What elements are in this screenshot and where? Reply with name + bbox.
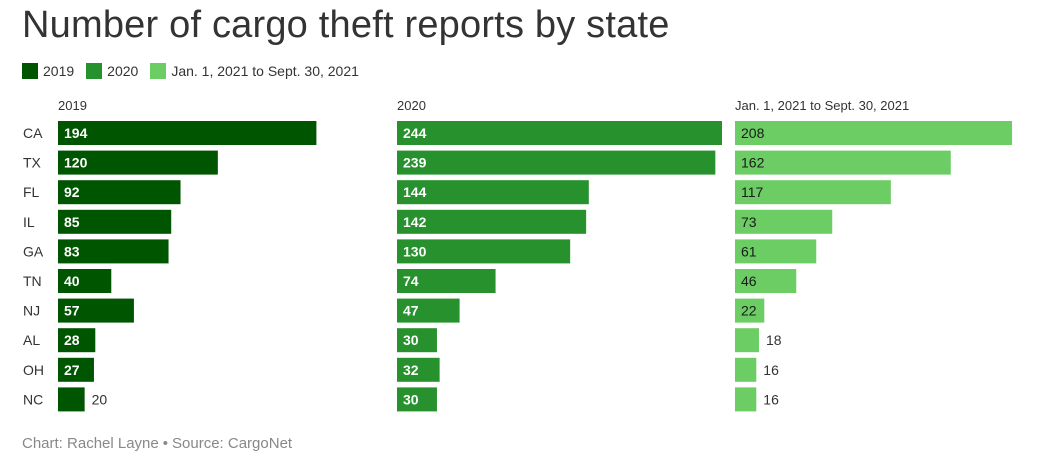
series-1-bar-oh (58, 357, 94, 382)
source-name: Source: CargoNet (172, 435, 293, 452)
source-credit: Chart: Rachel Layne (22, 435, 159, 452)
category-label-al: AL (23, 332, 40, 348)
series-3-value-label-nj: 22 (741, 303, 757, 319)
series-3-bar-tx (735, 150, 951, 175)
series-1-bar-ca (58, 121, 317, 145)
series-3-value-label-il: 73 (741, 214, 757, 230)
legend-label-2021: Jan. 1, 2021 to Sept. 30, 2021 (171, 63, 359, 79)
series-1-value-label-ga: 83 (64, 243, 80, 259)
chart-title: Number of cargo theft reports by state (22, 4, 670, 46)
series-2-value-label-tx: 239 (403, 155, 427, 171)
series-2-bar-ca (397, 121, 722, 145)
series-1-value-label-ca: 194 (64, 125, 88, 141)
series-3-bar-ga (735, 239, 817, 264)
series-1-bar-il (58, 209, 172, 234)
series-1-bar-al (58, 328, 96, 353)
legend-label-2019: 2019 (43, 63, 75, 79)
series-3-bar-al (735, 328, 759, 353)
category-label-fl: FL (23, 184, 40, 200)
series-1-value-label-fl: 92 (64, 184, 80, 200)
legend-swatch-2019 (22, 63, 38, 79)
series-3-bar-fl (735, 180, 891, 205)
series-1-bar-nj (58, 298, 134, 323)
series-3-value-label-fl: 117 (741, 184, 764, 200)
legend: 2019 2020 Jan. 1, 2021 to Sept. 30, 2021 (22, 62, 371, 80)
series-3-bar-tn (735, 269, 797, 293)
series-2-bar-nc (397, 387, 437, 412)
series-2-value-label-oh: 32 (403, 362, 419, 378)
category-label-tn: TN (23, 273, 42, 289)
bar-chart: CA TX FL IL GA TN NJ AL OH NC 2019 194 120 92 85 83 40 57… (23, 98, 1013, 412)
legend-item-2021: Jan. 1, 2021 to Sept. 30, 2021 (150, 63, 359, 79)
legend-swatch-2020 (86, 63, 103, 79)
series-1-header: 2019 (58, 98, 87, 113)
series-2-value-label-il: 142 (403, 214, 427, 230)
legend-swatch-2021 (150, 63, 167, 79)
series-1-bar-tx (58, 150, 218, 175)
category-label-oh: OH (23, 362, 44, 378)
series-2-bar-al (397, 328, 437, 353)
category-label-ca: CA (23, 125, 43, 141)
series-2-bar-il (397, 209, 587, 234)
series-1-value-label-oh: 27 (64, 362, 80, 378)
series-2-bar-fl (397, 180, 589, 205)
series-3-value-label-tx: 162 (741, 155, 765, 171)
series-2-bar-tn (397, 269, 496, 293)
series-1-value-label-al: 28 (64, 332, 80, 348)
category-label-nj: NJ (23, 303, 40, 319)
chart-source: Chart: Rachel Layne • Source: CargoNet (22, 435, 292, 452)
series-1-bar-ga (58, 239, 169, 264)
category-label-tx: TX (23, 155, 42, 171)
series-2-value-label-fl: 144 (403, 184, 427, 200)
series-2-value-label-nj: 47 (403, 303, 419, 319)
series-1-bar-fl (58, 180, 181, 205)
series-2-value-label-ca: 244 (403, 125, 427, 141)
series-1-value-label-nj: 57 (64, 303, 80, 319)
series-3-value-label-al: 18 (766, 332, 782, 348)
series-3-bar-oh (735, 357, 757, 382)
source-separator: • (162, 435, 169, 452)
series-2-bar-oh (397, 357, 440, 382)
series-2-bar-tx (397, 150, 716, 175)
series-3-value-label-nc: 16 (763, 391, 779, 407)
series-1-bar-tn (58, 269, 112, 293)
series-1-value-label-tx: 120 (64, 155, 88, 171)
series-3-value-label-ca: 208 (741, 125, 765, 141)
series-1-value-label-tn: 40 (64, 273, 80, 289)
series-2-value-label-nc: 30 (403, 391, 419, 407)
series-3-bar-nj (735, 298, 765, 323)
series-1-value-label-il: 85 (64, 214, 80, 230)
series-3-value-label-oh: 16 (763, 362, 779, 378)
series-2-value-label-al: 30 (403, 332, 419, 348)
series-2-header: 2020 (397, 98, 426, 113)
series-2-value-label-tn: 74 (403, 273, 419, 289)
series-3-header: Jan. 1, 2021 to Sept. 30, 2021 (735, 98, 909, 113)
series-2-bar-nj (397, 298, 460, 323)
series-3-bar-il (735, 209, 833, 234)
series-1-value-label-nc: 20 (92, 391, 108, 407)
legend-label-2020: 2020 (107, 63, 139, 79)
series-3-value-label-tn: 46 (741, 273, 757, 289)
series-2-value-label-ga: 130 (403, 243, 427, 259)
series-1-bar-nc (58, 387, 85, 412)
category-label-il: IL (23, 214, 35, 230)
category-label-ga: GA (23, 243, 44, 259)
series-3-value-label-ga: 61 (741, 243, 757, 259)
category-label-nc: NC (23, 391, 43, 407)
series-3-bar-ca (735, 121, 1013, 145)
legend-item-2019: 2019 (22, 63, 74, 79)
series-3-bar-nc (735, 387, 757, 412)
legend-item-2020: 2020 (86, 63, 138, 79)
series-2-bar-ga (397, 239, 571, 264)
